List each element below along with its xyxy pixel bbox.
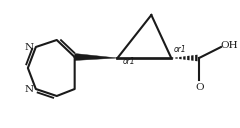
Text: N: N <box>24 84 33 93</box>
Polygon shape <box>187 56 190 60</box>
Text: or1: or1 <box>173 45 186 55</box>
Polygon shape <box>175 57 178 59</box>
Text: or1: or1 <box>122 56 135 66</box>
Polygon shape <box>191 55 193 61</box>
Text: O: O <box>196 83 204 92</box>
Text: OH: OH <box>220 41 238 51</box>
Text: N: N <box>24 42 33 51</box>
Polygon shape <box>195 55 198 61</box>
Polygon shape <box>179 57 182 59</box>
Polygon shape <box>75 54 117 61</box>
Polygon shape <box>183 56 186 60</box>
